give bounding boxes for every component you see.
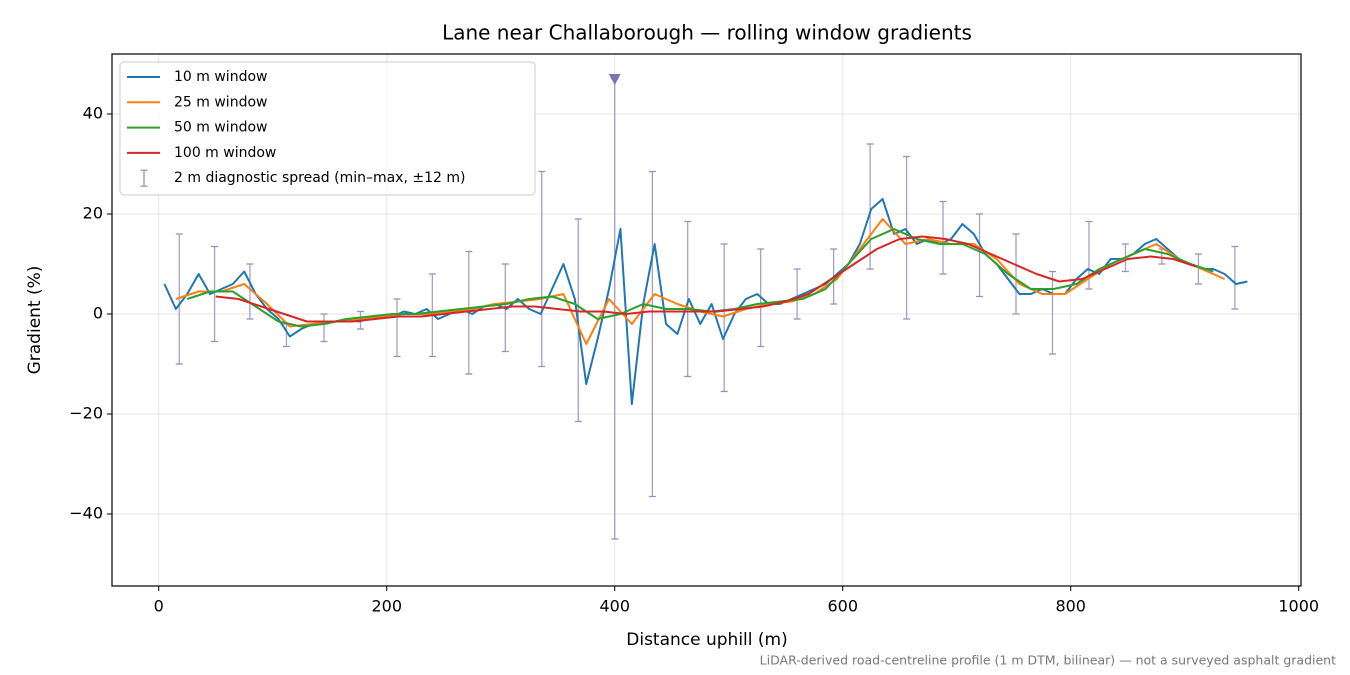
legend-box (119, 61, 536, 196)
legend-label: 50 m window (174, 120, 267, 136)
series-line (215, 235, 1197, 323)
spike-marker (608, 74, 621, 85)
x-axis-label: Distance uphill (m) (626, 630, 787, 650)
plot-area (163, 78, 1248, 540)
y-tick-label: −40 (69, 504, 103, 523)
y-tick-label: 40 (83, 104, 103, 123)
chart-title: Lane near Challaborough — rolling window… (442, 21, 972, 45)
x-tick-label: 200 (371, 597, 402, 616)
footnote: LiDAR-derived road-centreline profile (1… (760, 653, 1336, 668)
y-tick-label: −20 (69, 404, 103, 423)
x-tick-label: 0 (154, 597, 164, 616)
legend-label: 25 m window (174, 94, 267, 110)
series-line (186, 228, 1214, 328)
y-tick-label: 20 (83, 204, 103, 223)
y-axis-label: Gradient (%) (25, 266, 45, 375)
x-tick-label: 600 (827, 597, 858, 616)
legend-label: 100 m window (174, 145, 276, 161)
legend-label: 10 m window (174, 69, 267, 85)
x-tick-label: 800 (1055, 597, 1086, 616)
legend-label: 2 m diagnostic spread (min–max, ±12 m) (174, 170, 465, 186)
plot-frame (111, 53, 1302, 587)
series-line (163, 198, 1248, 405)
x-tick-label: 1000 (1278, 597, 1319, 616)
y-tick-label: 0 (93, 304, 103, 323)
x-tick-label: 400 (599, 597, 630, 616)
